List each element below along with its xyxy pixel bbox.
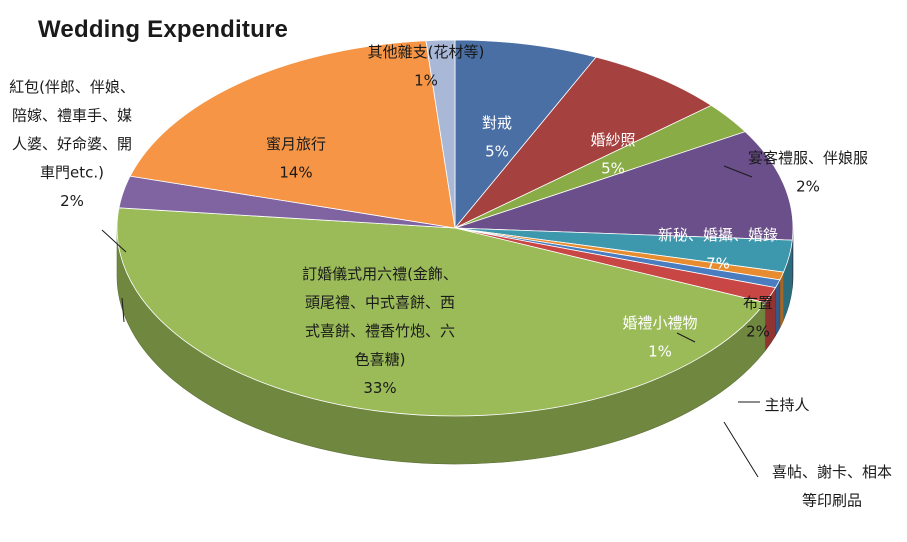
data-label-misc: 其他雜支(花材等) 1% xyxy=(368,43,485,90)
data-label-misc-line-1: 1% xyxy=(414,72,438,90)
leader-print xyxy=(723,421,759,478)
data-label-print-line-0: 喜帖、謝卡、相本 xyxy=(772,463,892,481)
data-label-ring-line-1: 5% xyxy=(485,143,509,161)
leader-lines xyxy=(101,165,760,478)
data-label-gift-line-0: 婚禮小禮物 xyxy=(622,314,697,332)
data-label-dress-line-0: 宴客禮服、伴娘服 xyxy=(748,149,868,167)
slice-3 xyxy=(454,131,794,241)
data-label-makeup-line-1: 7% xyxy=(706,255,730,273)
data-label-decor-line-1: 2% xyxy=(746,323,770,341)
slice-10 xyxy=(129,40,456,229)
data-label-dress-line-1: 2% xyxy=(796,178,820,196)
data-label-print-line-1: 等印刷品 xyxy=(802,492,862,510)
data-label-gift-line-1: 1% xyxy=(648,343,672,361)
data-label-print: 喜帖、謝卡、相本等印刷品 xyxy=(772,463,892,510)
slice-0 xyxy=(454,39,597,230)
data-label-ring: 對戒 5% xyxy=(482,114,512,161)
data-label-host-line-0: 主持人 xyxy=(764,396,809,414)
data-label-redenv-line-4: 2% xyxy=(60,192,84,210)
leader-redenv xyxy=(101,229,127,253)
data-label-decor: 布置 2% xyxy=(743,294,773,341)
data-label-engage-line-2: 式喜餅、禮香竹炮、六 xyxy=(305,322,455,340)
chart-title: Wedding Expenditure xyxy=(38,16,289,43)
slice-side-5 xyxy=(779,271,784,329)
data-label-engage: 訂婚儀式用六禮(金飾、頭尾禮、中式喜餅、西式喜餅、禮香竹炮、六色喜糖) 33% xyxy=(302,265,458,397)
leader-dress xyxy=(723,165,753,178)
data-label-engage-line-3: 色喜糖) xyxy=(355,351,406,369)
data-label-honey-line-1: 14% xyxy=(279,164,312,182)
data-label-photo: 婚紗照 5% xyxy=(590,131,635,178)
data-label-gift: 婚禮小禮物 1% xyxy=(622,314,697,361)
data-label-ring-line-0: 對戒 xyxy=(482,114,512,132)
slice-11 xyxy=(425,39,456,229)
data-label-honey-line-0: 蜜月旅行 xyxy=(266,135,326,153)
leader-gift xyxy=(676,332,696,343)
slice-1 xyxy=(454,56,713,229)
data-label-dress: 宴客禮服、伴娘服 2% xyxy=(748,149,868,196)
data-label-engage-line-1: 頭尾禮、中式喜餅、西 xyxy=(305,294,455,312)
leader-engage-edge xyxy=(121,297,125,323)
slice-side-6 xyxy=(775,279,781,337)
data-label-photo-line-1: 5% xyxy=(601,160,625,178)
pie-top-slices xyxy=(116,39,794,417)
data-label-redenv-line-1: 陪嫁、禮車手、媒 xyxy=(12,107,132,125)
data-label-honey: 蜜月旅行 14% xyxy=(266,135,326,182)
data-label-misc-line-0: 其他雜支(花材等) xyxy=(368,43,485,61)
data-label-engage-line-0: 訂婚儀式用六禮(金飾、 xyxy=(302,265,458,283)
data-label-makeup: 新秘、婚攝、婚錄 7% xyxy=(658,226,778,273)
data-label-redenv: 紅包(伴郎、伴娘、陪嫁、禮車手、媒人婆、好命婆、開車門etc.) 2% xyxy=(9,78,135,210)
data-label-makeup-line-0: 新秘、婚攝、婚錄 xyxy=(658,226,778,244)
data-label-redenv-line-0: 紅包(伴郎、伴娘、 xyxy=(9,78,135,96)
data-label-redenv-line-3: 車門etc.) xyxy=(40,164,104,182)
data-label-redenv-line-2: 人婆、好命婆、開 xyxy=(12,135,132,153)
data-label-decor-line-0: 布置 xyxy=(743,294,773,312)
data-labels: 對戒 5% 婚紗照 5% 宴客禮服、伴娘服 2% 新秘、婚攝、婚錄 7% 布置 2% 主持人喜帖、謝… xyxy=(9,43,892,510)
slice-8 xyxy=(116,207,766,417)
data-label-engage-line-4: 33% xyxy=(363,379,396,397)
data-label-photo-line-0: 婚紗照 xyxy=(590,131,635,149)
data-label-host: 主持人 xyxy=(764,396,809,414)
